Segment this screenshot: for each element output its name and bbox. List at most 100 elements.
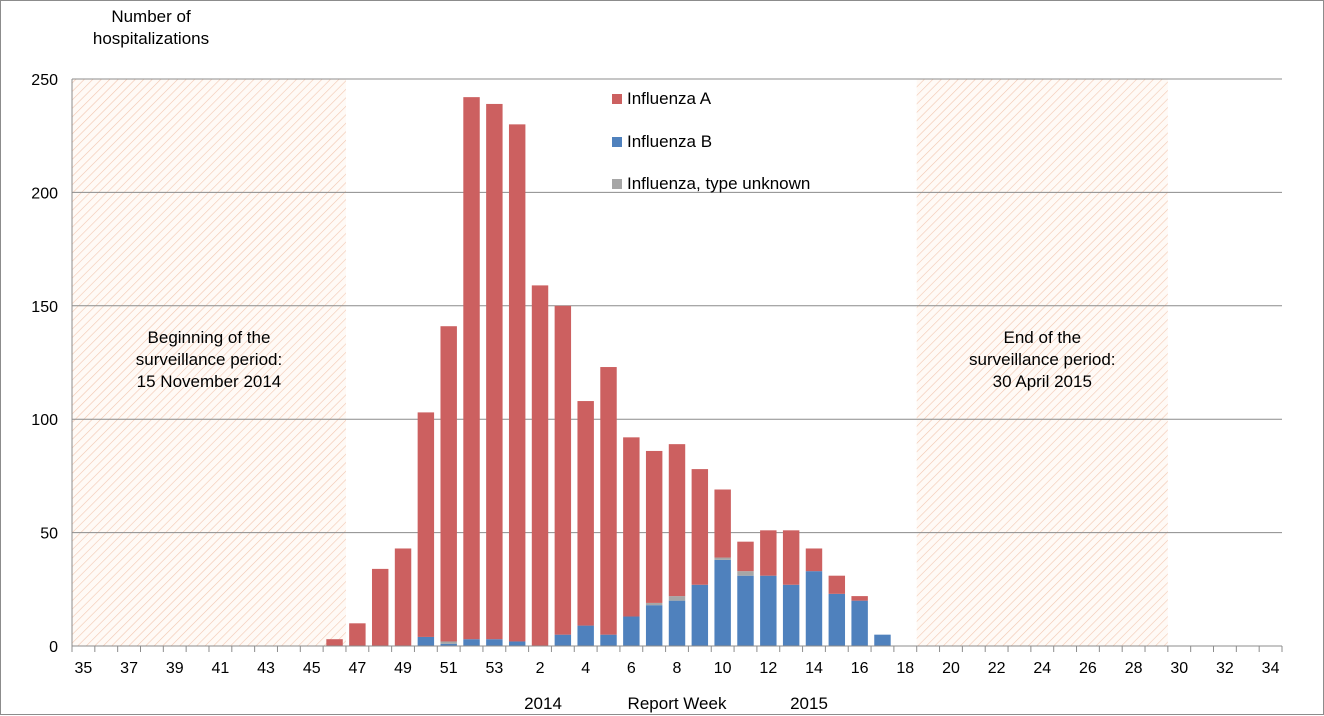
bar-influenza-b-10 [714,559,731,646]
legend-swatch-2 [612,179,622,189]
x-tick-label: 2 [536,660,545,677]
bar-influenza-a-3 [554,305,572,635]
bar-influenza-type-unknown-11 [737,571,754,576]
bar-influenza-a-2 [531,285,549,646]
region-label-0: Beginning of the surveillance period: 15 N… [136,328,282,391]
bar-influenza-a-49 [394,548,412,646]
bar-influenza-b-8 [668,600,686,646]
bar-influenza-a-13 [782,530,800,585]
y-tick-label: 0 [49,639,58,656]
bar-influenza-b-5 [600,634,617,646]
x-tick-label: 41 [211,660,229,677]
bar-influenza-b-14 [805,571,823,646]
region-label-line: surveillance period: [969,350,1115,369]
region-label-line: 15 November 2014 [137,372,282,391]
x-tick-label: 26 [1079,660,1097,677]
region-label-line: Beginning of the [148,328,271,347]
shaded-region-0 [72,79,346,646]
y-tick-label: 200 [31,185,58,202]
bar-influenza-b-15 [828,593,846,646]
bar-influenza-a-15 [828,575,846,594]
x-tick-label: 24 [1033,660,1051,677]
bar-influenza-b-53 [486,639,503,646]
y-tick-label: 50 [40,526,58,543]
x-tick-label: 12 [759,660,777,677]
x-tick-label: 20 [942,660,960,677]
legend-swatch-0 [612,94,622,104]
y-tick-label: 150 [31,299,58,316]
x-tick-label: 14 [805,660,823,677]
bar-influenza-type-unknown-7 [645,602,663,606]
region-label-line: 30 April 2015 [993,372,1092,391]
bar-influenza-b-12 [760,575,777,646]
year-label-2014: 2014 [524,694,562,713]
bar-influenza-b-16 [851,600,868,646]
y-tick-label: 250 [31,72,58,89]
bar-influenza-type-unknown-10 [714,557,731,560]
x-tick-label: 53 [485,660,503,677]
bar-influenza-b-7 [645,605,663,646]
x-tick-label: 45 [303,660,321,677]
bar-influenza-b-4 [577,625,594,646]
bar-influenza-b-3 [554,634,572,646]
bar-influenza-b-52 [463,639,480,646]
bar-influenza-type-unknown-8 [668,596,686,601]
x-tick-label: 8 [673,660,682,677]
legend-label-0: Influenza A [627,89,712,108]
x-tick-label: 49 [394,660,412,677]
y-tick-label: 100 [31,412,58,429]
bar-influenza-a-10 [714,489,731,558]
bar-influenza-a-8 [668,444,686,597]
bar-influenza-a-51 [440,326,457,642]
bar-influenza-a-11 [737,541,754,572]
bar-influenza-a-6 [623,437,640,617]
x-tick-label: 47 [348,660,366,677]
x-tick-label: 4 [581,660,590,677]
legend-label-2: Influenza, type unknown [627,174,810,193]
x-tick-label: 28 [1125,660,1143,677]
x-tick-label: 22 [988,660,1006,677]
bar-influenza-a-47 [349,623,366,646]
x-tick-label: 18 [896,660,914,677]
y-axis-title-line: hospitalizations [93,29,209,48]
bar-influenza-a-52 [463,97,480,640]
y-axis-title: Number of hospitalizations [93,7,209,48]
bar-influenza-a-12 [760,530,777,576]
bar-influenza-a-7 [645,450,663,603]
x-tick-label: 35 [75,660,93,677]
x-tick-label: 43 [257,660,275,677]
bar-influenza-a-50 [417,412,435,637]
bar-influenza-b-11 [737,575,754,646]
x-axis-title: Report Week [628,694,727,713]
bar-influenza-b-51 [440,643,457,646]
bar-influenza-b-50 [417,636,435,646]
region-label-line: surveillance period: [136,350,282,369]
x-tick-label: 10 [714,660,732,677]
bar-influenza-a-48 [371,568,389,646]
year-label-2015: 2015 [790,694,828,713]
bar-influenza-a-46 [326,639,343,646]
bar-influenza-a-5 [600,367,617,635]
legend-label-1: Influenza B [627,132,712,151]
x-tick-label: 30 [1170,660,1188,677]
bar-influenza-b-9 [691,584,709,646]
bar-influenza-b-17 [874,634,891,646]
x-tick-label: 16 [851,660,869,677]
x-tick-label: 34 [1262,660,1280,677]
x-tick-label: 37 [120,660,138,677]
x-tick-label: 51 [440,660,458,677]
shaded-region-1 [916,79,1168,646]
x-tick-label: 6 [627,660,636,677]
bar-influenza-a-9 [691,469,709,585]
bar-influenza-a-53 [486,103,503,640]
legend-swatch-1 [612,137,622,147]
region-label-line: End of the [1004,328,1082,347]
region-label-1: End of the surveillance period: 30 April 2… [969,328,1115,391]
bar-influenza-a-1 [508,124,526,642]
y-axis-title-line: Number of [111,7,191,26]
bar-influenza-a-16 [851,596,868,601]
x-tick-label: 39 [166,660,184,677]
bar-influenza-a-4 [577,401,594,626]
